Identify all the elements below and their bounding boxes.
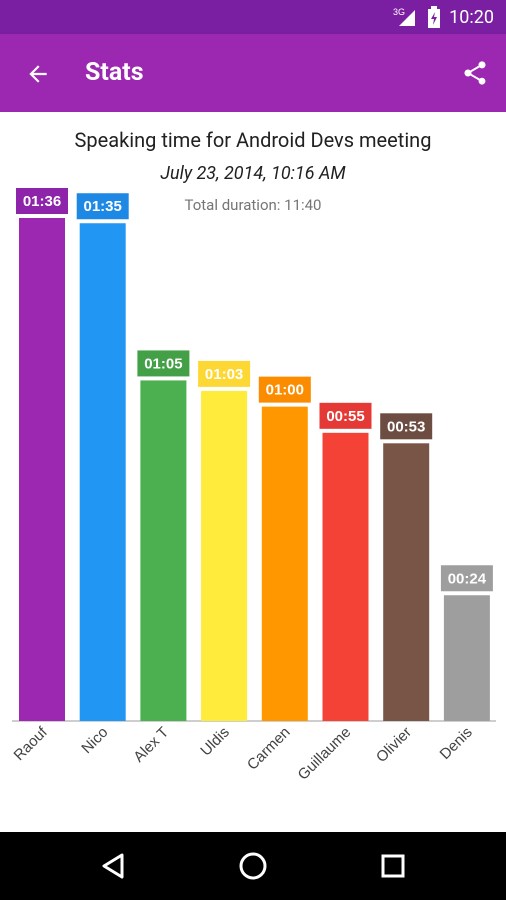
value-badge [258,376,311,403]
battery-charging-icon [428,6,441,28]
bar-nico [79,223,126,721]
category-label: Uldis [197,724,233,760]
app-bar: Stats [0,34,506,112]
value-badge [440,565,493,592]
nav-back-icon [102,853,124,879]
value-label: 01:03 [205,366,243,383]
network-type-label: 3G [393,7,405,17]
share-button[interactable] [458,56,492,90]
page-title: Stats [85,58,144,87]
status-time: 10:20 [449,6,494,28]
category-label: Nico [78,724,111,757]
total-duration: Total duration: 11:40 [184,196,322,214]
bar-uldis [201,390,248,721]
nav-home-icon [239,852,267,880]
value-label: 00:24 [448,570,487,587]
status-bar: 3G 10:20 [0,0,506,34]
category-label: Denis [437,724,476,763]
value-badge [380,413,433,440]
stats-content: 01:36 Raouf 01:35 Nico 01:05 Alex T 01:03 Uldis… [0,112,506,832]
bar-alex-t [140,380,187,721]
signal-3g-icon: 3G [393,7,416,26]
bar-denis [443,595,490,721]
category-label: Alex T [130,724,172,766]
speaking-time-chart: 01:36 Raouf 01:35 Nico 01:05 Alex T 01:03 Uldis… [11,188,496,784]
navigation-bar [0,832,506,900]
value-label: 01:35 [84,198,122,215]
bar-olivier [383,443,430,721]
back-button[interactable] [22,58,54,90]
value-label: 00:53 [387,418,425,435]
value-badge [16,188,68,214]
nav-back-button[interactable] [96,849,130,883]
value-label: 01:36 [23,193,61,210]
category-label: Guillaume [295,724,355,784]
share-icon [464,61,486,85]
category-label: Olivier [373,724,415,766]
value-badge [198,360,251,387]
value-label: 01:00 [266,382,304,399]
bar-raouf [19,218,65,721]
category-label: Carmen [244,724,294,774]
nav-recents-button[interactable] [376,849,410,883]
meeting-date: July 23, 2014, 10:16 AM [160,163,346,184]
value-badge [137,350,190,377]
value-badge [319,402,372,429]
arrow-back-icon [29,65,47,83]
bar-carmen [261,406,308,721]
chart-title: Speaking time for Android Devs meeting [74,128,432,152]
category-label: Raouf [11,723,52,764]
bar-guillaume [322,432,369,721]
value-label: 00:55 [326,408,364,425]
nav-recents-icon [381,854,405,878]
nav-home-button[interactable] [236,849,270,883]
value-label: 01:05 [144,355,182,372]
value-badge [76,193,129,220]
